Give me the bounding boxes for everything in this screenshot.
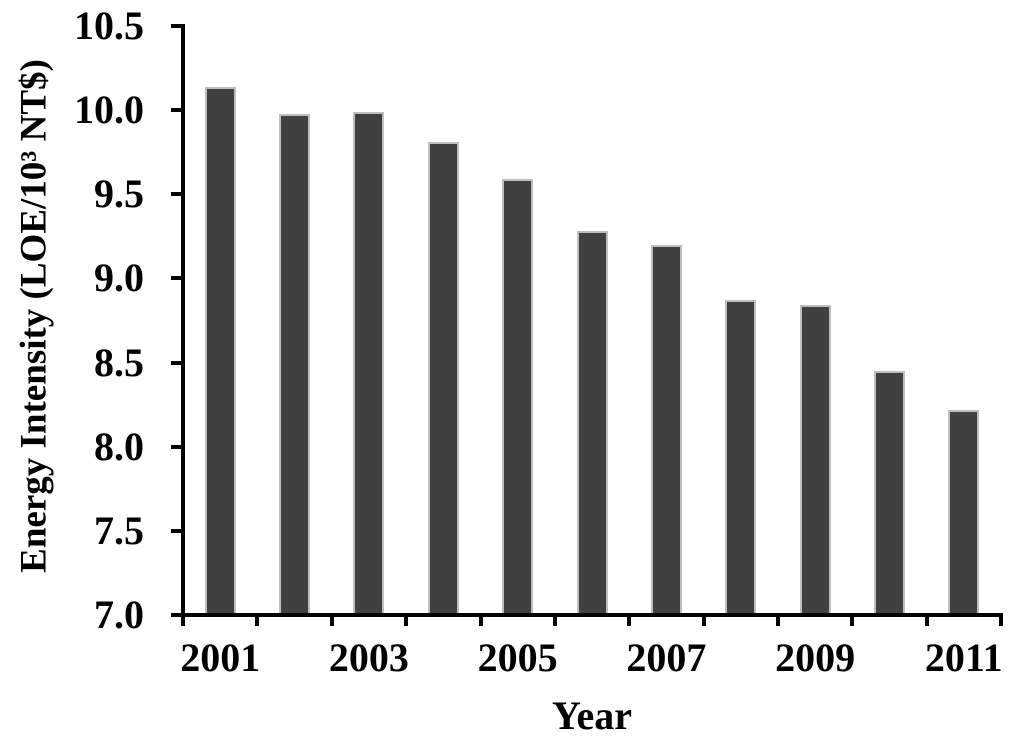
x-tick-10 bbox=[924, 617, 929, 626]
bar-2004 bbox=[427, 142, 459, 613]
x-tick-label-2007: 2007 bbox=[626, 635, 707, 680]
y-tick-label-10.5: 10.5 bbox=[74, 3, 144, 48]
y-tick-7.0 bbox=[171, 613, 182, 617]
x-tick-label-2001: 2001 bbox=[180, 635, 261, 680]
bar-2009 bbox=[799, 305, 831, 613]
x-axis-line bbox=[181, 613, 1003, 617]
y-tick-label-9.0: 9.0 bbox=[94, 255, 144, 301]
bar-2006 bbox=[576, 231, 608, 613]
y-tick-10.5 bbox=[171, 24, 182, 28]
bar-2007 bbox=[650, 244, 682, 613]
x-tick-3 bbox=[404, 617, 409, 626]
x-tick-label-2009: 2009 bbox=[775, 635, 856, 680]
y-tick-9.0 bbox=[171, 276, 182, 281]
y-tick-label-7.5: 7.5 bbox=[94, 507, 144, 553]
x-tick-11 bbox=[999, 617, 1003, 626]
y-axis-line bbox=[181, 24, 185, 618]
x-tick-9 bbox=[850, 617, 855, 626]
y-axis-title: Energy Intensity (LOE/10³ NT$) bbox=[13, 59, 55, 573]
x-tick-label-2011: 2011 bbox=[924, 635, 1003, 680]
y-tick-label-9.5: 9.5 bbox=[94, 171, 144, 217]
y-tick-8.0 bbox=[171, 444, 182, 449]
bar-2001 bbox=[204, 86, 236, 613]
x-tick-6 bbox=[627, 617, 632, 626]
bar-2011 bbox=[948, 409, 980, 613]
x-tick-label-2003: 2003 bbox=[328, 635, 409, 680]
bar-2002 bbox=[279, 113, 310, 613]
x-tick-8 bbox=[775, 617, 780, 626]
bar-2008 bbox=[725, 300, 757, 613]
y-tick-label-8.5: 8.5 bbox=[94, 339, 144, 385]
bar-2005 bbox=[502, 179, 534, 613]
bar-2010 bbox=[874, 371, 905, 613]
x-tick-2 bbox=[329, 617, 334, 626]
y-tick-label-8.0: 8.0 bbox=[94, 423, 144, 469]
x-axis-title: Year bbox=[552, 693, 632, 738]
bar-2003 bbox=[353, 111, 385, 613]
x-tick-label-2005: 2005 bbox=[477, 635, 558, 680]
y-tick-label-10.0: 10.0 bbox=[74, 87, 144, 133]
x-tick-0 bbox=[181, 617, 185, 626]
x-tick-7 bbox=[701, 617, 706, 626]
y-tick-label-7.0: 7.0 bbox=[94, 592, 144, 637]
x-tick-5 bbox=[552, 617, 557, 626]
x-tick-1 bbox=[255, 617, 260, 626]
y-tick-7.5 bbox=[171, 528, 182, 533]
y-tick-9.5 bbox=[171, 192, 182, 197]
y-tick-10.0 bbox=[171, 108, 182, 113]
y-tick-8.5 bbox=[171, 360, 182, 365]
x-tick-4 bbox=[478, 617, 483, 626]
